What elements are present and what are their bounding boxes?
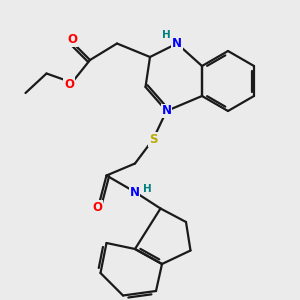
- Text: N: N: [129, 185, 140, 199]
- Text: O: O: [67, 33, 77, 46]
- Text: N: N: [172, 37, 182, 50]
- Text: H: H: [162, 30, 171, 40]
- Text: H: H: [143, 184, 152, 194]
- Text: N: N: [161, 104, 172, 118]
- Text: O: O: [92, 201, 103, 214]
- Text: O: O: [64, 77, 74, 91]
- Text: S: S: [149, 133, 157, 146]
